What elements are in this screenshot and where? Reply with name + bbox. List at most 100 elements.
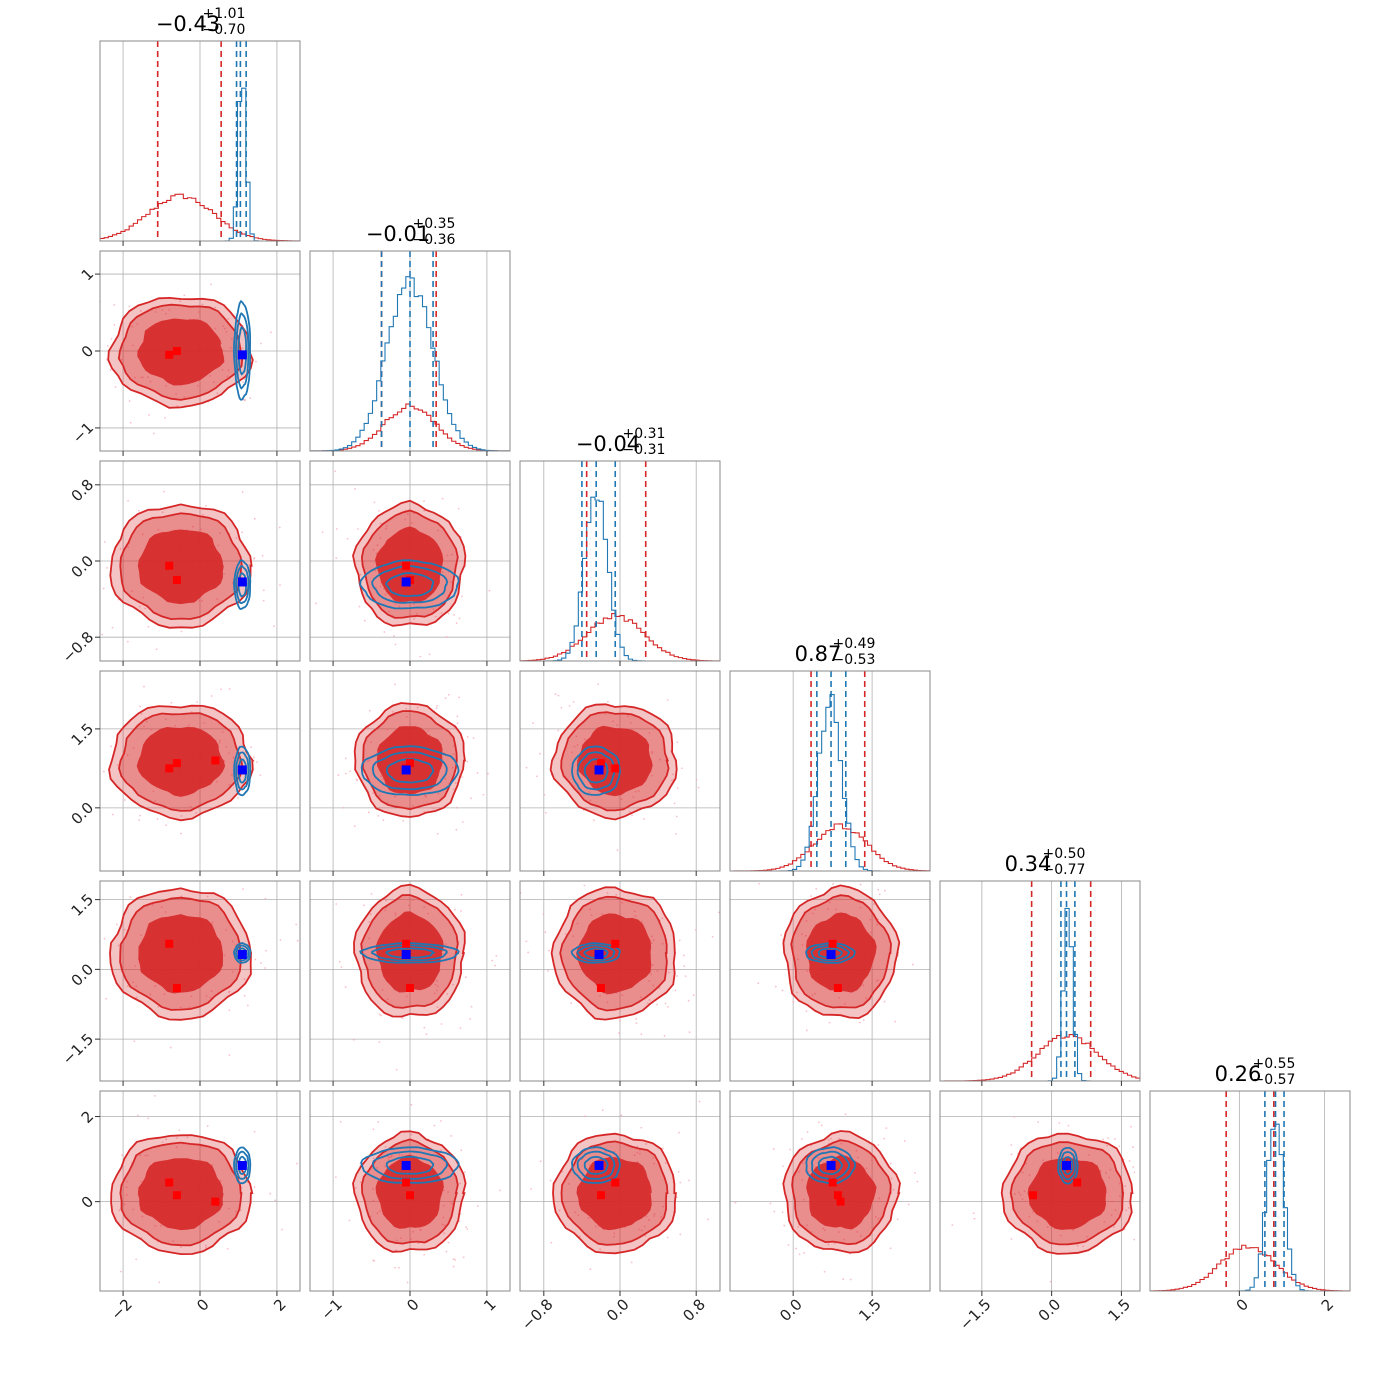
sample-point-red <box>123 1203 126 1206</box>
sample-point-red <box>227 752 230 755</box>
sample-point-red <box>1049 1280 1052 1283</box>
sample-point-red <box>113 303 116 306</box>
sample-point-red <box>412 1230 414 1233</box>
sample-point-red <box>499 1189 501 1192</box>
panel-2-1 <box>309 460 511 666</box>
sample-point-red <box>599 994 601 997</box>
sample-point-red <box>885 1127 888 1130</box>
panel-content-3-3 <box>730 671 930 871</box>
marker-red <box>211 756 220 765</box>
sample-point-red <box>147 1117 150 1120</box>
sample-point-red <box>446 554 449 557</box>
sample-point-red <box>131 344 134 347</box>
sample-point-red <box>136 1114 139 1117</box>
sample-point-red <box>525 940 528 943</box>
sample-point-red <box>599 1248 601 1251</box>
sample-point-red <box>205 504 207 507</box>
sample-point-red <box>378 1041 381 1043</box>
sample-point-red <box>224 327 226 330</box>
sample-point-red <box>359 1181 362 1184</box>
sample-point-red <box>405 707 408 710</box>
sample-point-red <box>89 457 91 459</box>
sample-point-red <box>698 1100 701 1103</box>
sample-point-red <box>621 994 624 996</box>
sample-point-red <box>394 795 396 798</box>
contour-blue-1 <box>235 1150 250 1180</box>
marker-truth-blue <box>1062 1160 1072 1170</box>
sample-point-red <box>527 951 530 954</box>
sample-point-red <box>757 982 760 985</box>
sample-point-red <box>903 1140 906 1142</box>
sample-point-red <box>381 988 384 991</box>
sample-point-red <box>584 1115 586 1118</box>
sample-point-red <box>838 1137 840 1140</box>
sample-point-red <box>544 931 547 934</box>
sample-point-red <box>606 993 608 996</box>
sample-point-red <box>804 934 807 937</box>
sample-point-red <box>652 939 655 942</box>
sample-point-red <box>379 1210 381 1212</box>
sample-point-red <box>436 1006 439 1009</box>
sample-point-red <box>1037 1121 1040 1123</box>
sample-point-red <box>142 596 145 599</box>
panel-frame-4-4 <box>939 880 1141 1082</box>
marker-truth-blue <box>237 350 247 360</box>
sample-point-red <box>230 773 233 776</box>
sample-point-red <box>651 935 653 938</box>
sample-point-red <box>1010 1238 1013 1240</box>
sample-point-red <box>231 940 234 943</box>
sample-point-red <box>587 1217 590 1220</box>
marker-truth-blue <box>594 765 604 775</box>
sample-point-red <box>1127 1207 1130 1209</box>
sample-point-red <box>121 1154 123 1156</box>
sample-point-red <box>143 685 145 688</box>
sample-point-red <box>222 325 225 328</box>
sample-point-red <box>376 1166 379 1169</box>
sample-point-red <box>1046 1226 1049 1228</box>
sample-point-red <box>457 507 460 510</box>
title-upper-error: +0.49 <box>833 636 876 652</box>
sample-point-red <box>243 378 246 381</box>
sample-point-red <box>837 1231 840 1233</box>
sample-point-red <box>871 1159 873 1162</box>
marker-red <box>165 939 174 948</box>
sample-point-red <box>734 1201 737 1204</box>
marker-truth-blue <box>401 577 411 587</box>
marker-red <box>402 939 411 948</box>
sample-point-red <box>666 1236 669 1239</box>
sample-point-red <box>408 904 410 907</box>
sample-point-red <box>869 918 872 921</box>
sample-point-red <box>549 1179 552 1182</box>
sample-point-red <box>244 398 246 401</box>
sample-point-red <box>451 766 454 769</box>
sample-point-red <box>636 1151 639 1154</box>
sample-point-red <box>132 981 135 984</box>
sample-point-red <box>470 797 472 800</box>
contour-blue-1 <box>235 944 250 962</box>
sample-point-red <box>195 811 197 814</box>
sample-point-red <box>103 937 106 940</box>
sample-point-red <box>131 325 134 328</box>
sample-point-red <box>575 735 578 738</box>
marker-truth-blue <box>401 949 411 959</box>
sample-point-red <box>129 896 132 899</box>
marker-red <box>172 576 181 585</box>
sample-point-red <box>340 966 343 968</box>
sample-point-red <box>228 990 231 993</box>
sample-point-red <box>141 1215 144 1218</box>
sample-point-red <box>102 770 105 773</box>
sample-point-red <box>645 1215 648 1218</box>
sample-point-red <box>155 648 158 651</box>
panel-frame-3-3 <box>729 670 931 872</box>
sample-point-red <box>792 1000 795 1003</box>
x-tick-label-0: 2 <box>270 1295 289 1314</box>
sample-point-red <box>875 980 878 982</box>
sample-point-red <box>126 640 129 643</box>
sample-point-red <box>335 528 338 530</box>
sample-point-red <box>452 788 455 790</box>
y-tick-label-3: 0.0 <box>68 799 98 829</box>
sample-point-red <box>230 338 233 340</box>
panel-content-5-1 <box>310 1091 510 1291</box>
sample-point-red <box>125 1186 128 1188</box>
sample-point-red <box>372 1157 375 1160</box>
